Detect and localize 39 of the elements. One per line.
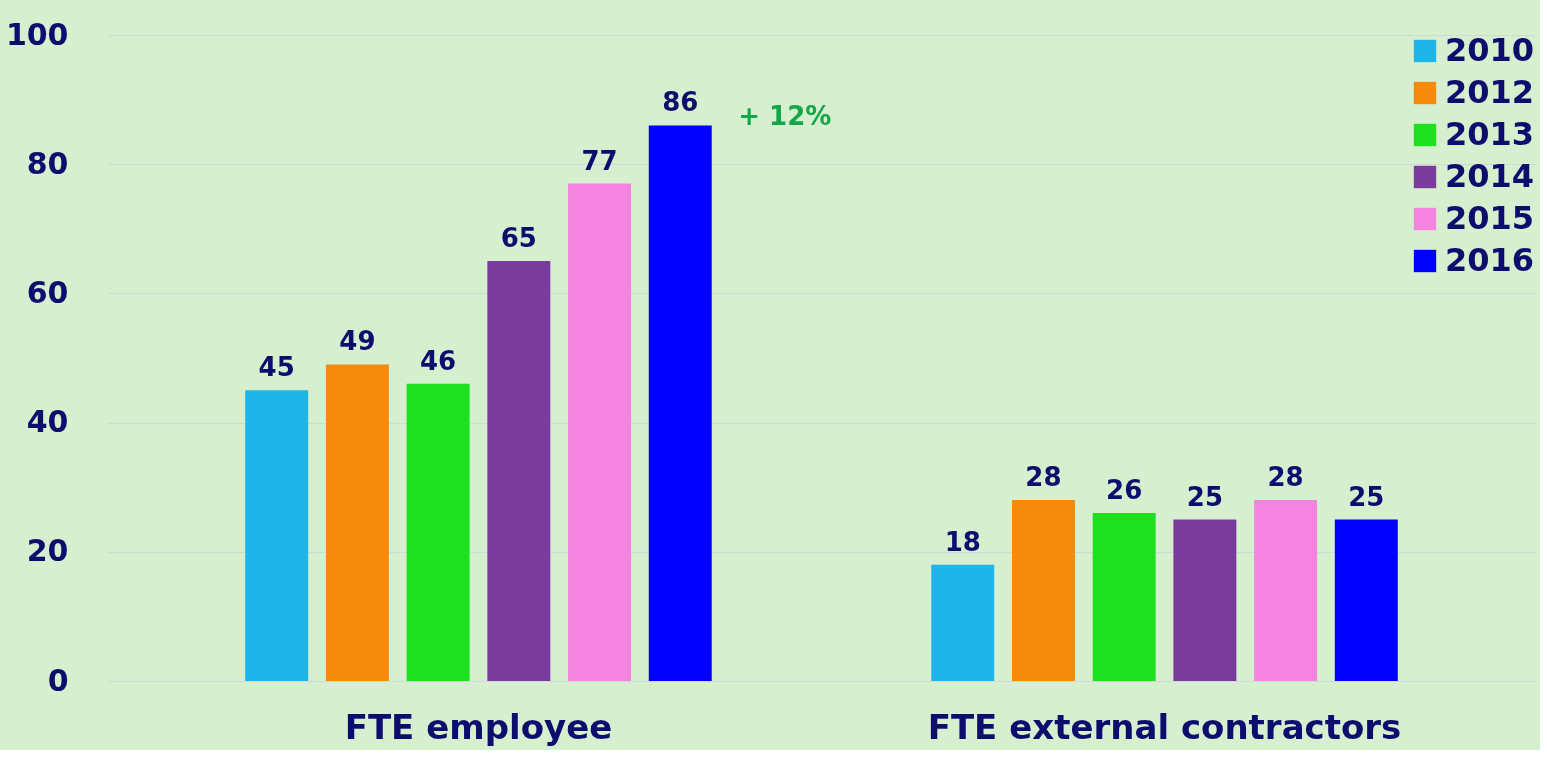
bar <box>1254 500 1318 681</box>
legend-label: 2016 <box>1445 241 1535 279</box>
y-tick-label: 0 <box>47 662 69 698</box>
legend-label: 2012 <box>1445 73 1535 111</box>
bar <box>1334 519 1398 681</box>
legend-label: 2015 <box>1445 199 1535 237</box>
x-tick-label: FTE employee <box>344 706 613 747</box>
bar <box>245 390 309 681</box>
data-label: 26 <box>1106 475 1143 506</box>
bar <box>487 261 551 681</box>
legend-label: 2010 <box>1445 31 1535 69</box>
annotation: + 12% <box>738 101 832 132</box>
data-label: 18 <box>944 526 981 557</box>
bar <box>1173 519 1237 681</box>
bar <box>325 364 389 681</box>
y-tick-label: 80 <box>26 145 69 181</box>
data-label: 28 <box>1267 462 1304 493</box>
bar <box>931 564 995 681</box>
data-label: 25 <box>1348 481 1385 512</box>
data-label: 77 <box>581 145 618 176</box>
data-label: 86 <box>662 87 699 118</box>
data-label: 45 <box>258 352 295 383</box>
data-label: 65 <box>500 223 537 254</box>
data-label: 46 <box>420 345 457 376</box>
legend-label: 2013 <box>1445 115 1535 153</box>
y-tick-label: 100 <box>5 16 69 52</box>
bar <box>406 383 470 681</box>
data-label: 25 <box>1186 481 1223 512</box>
y-tick-label: 20 <box>26 533 69 569</box>
y-tick-label: 40 <box>26 404 69 440</box>
y-tick-label: 60 <box>26 274 69 310</box>
legend-label: 2014 <box>1445 157 1535 195</box>
bar <box>1092 513 1156 681</box>
bar <box>1011 500 1075 681</box>
data-label: 28 <box>1025 462 1062 493</box>
bar <box>648 125 712 681</box>
data-label: 49 <box>339 326 376 357</box>
bar <box>568 183 632 681</box>
x-tick-label: FTE external contractors <box>927 706 1402 747</box>
